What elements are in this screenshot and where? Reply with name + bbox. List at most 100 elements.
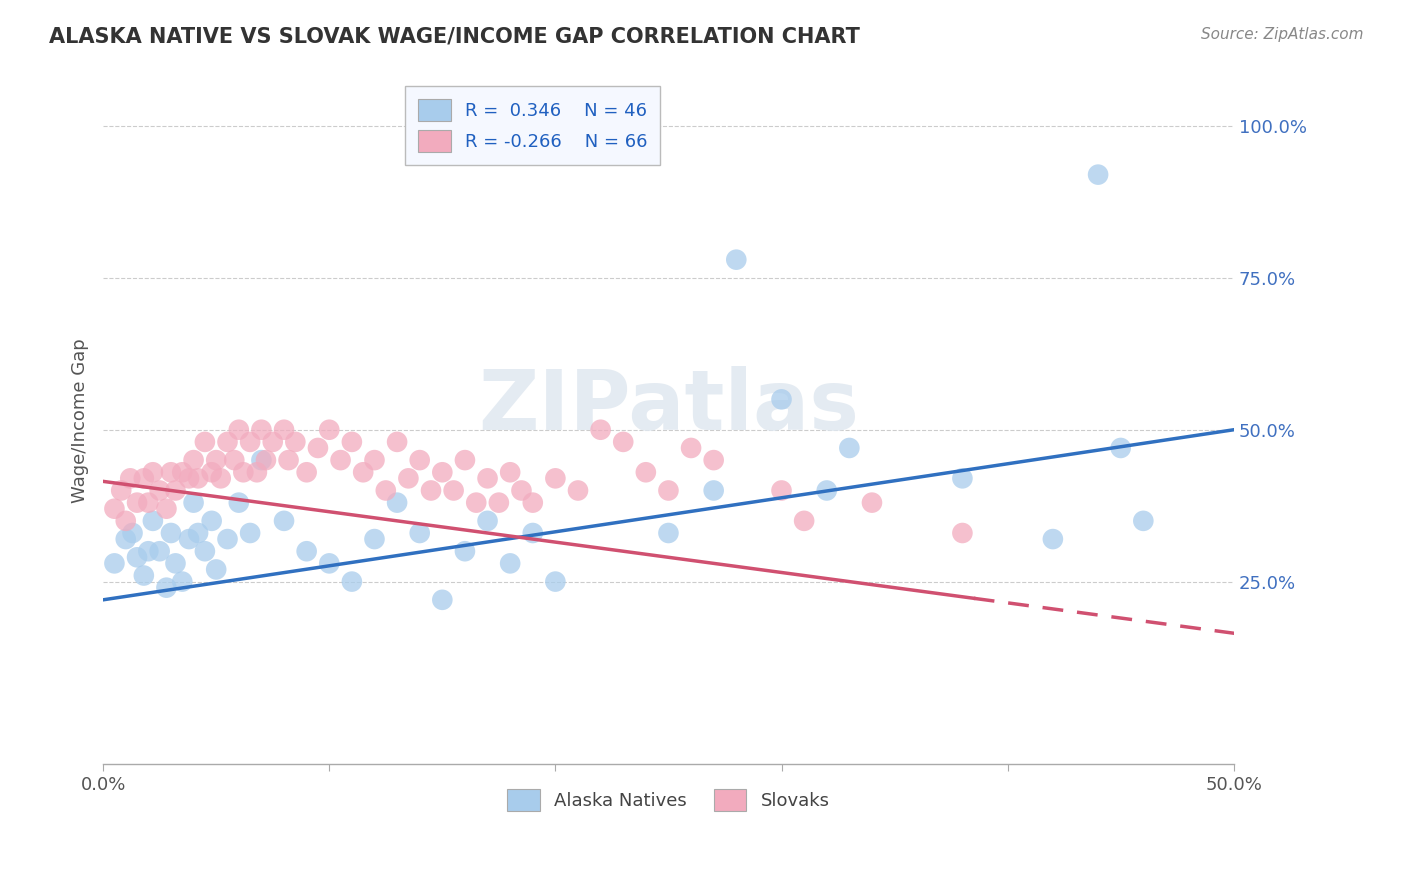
Point — [544, 574, 567, 589]
Point — [657, 483, 679, 498]
Point — [510, 483, 533, 498]
Point — [183, 453, 205, 467]
Point — [246, 465, 269, 479]
Point — [465, 495, 488, 509]
Point — [499, 557, 522, 571]
Point — [432, 465, 454, 479]
Point — [307, 441, 329, 455]
Point — [125, 495, 148, 509]
Point — [103, 501, 125, 516]
Point — [340, 574, 363, 589]
Point — [125, 550, 148, 565]
Point — [239, 526, 262, 541]
Point — [352, 465, 374, 479]
Point — [567, 483, 589, 498]
Point — [250, 453, 273, 467]
Point — [224, 453, 246, 467]
Point — [205, 453, 228, 467]
Point — [177, 471, 200, 485]
Point — [396, 471, 419, 485]
Point — [454, 453, 477, 467]
Point — [138, 544, 160, 558]
Point — [132, 568, 155, 582]
Point — [165, 483, 187, 498]
Point — [142, 514, 165, 528]
Point — [499, 465, 522, 479]
Point — [385, 434, 408, 449]
Point — [544, 471, 567, 485]
Point — [522, 495, 544, 509]
Point — [114, 532, 136, 546]
Point — [374, 483, 396, 498]
Y-axis label: Wage/Income Gap: Wage/Income Gap — [72, 338, 89, 503]
Point — [443, 483, 465, 498]
Point — [284, 434, 307, 449]
Point — [217, 532, 239, 546]
Point — [142, 465, 165, 479]
Point — [432, 592, 454, 607]
Point — [318, 557, 340, 571]
Point — [262, 434, 284, 449]
Point — [329, 453, 352, 467]
Point — [385, 495, 408, 509]
Point — [522, 526, 544, 541]
Point — [228, 495, 250, 509]
Point — [612, 434, 634, 449]
Point — [340, 434, 363, 449]
Point — [815, 483, 838, 498]
Point — [205, 562, 228, 576]
Point — [187, 526, 209, 541]
Text: ALASKA NATIVE VS SLOVAK WAGE/INCOME GAP CORRELATION CHART: ALASKA NATIVE VS SLOVAK WAGE/INCOME GAP … — [49, 27, 860, 46]
Point — [477, 514, 499, 528]
Point — [1087, 168, 1109, 182]
Point — [589, 423, 612, 437]
Point — [114, 514, 136, 528]
Point — [703, 483, 725, 498]
Point — [194, 434, 217, 449]
Point — [187, 471, 209, 485]
Point — [165, 557, 187, 571]
Point — [155, 581, 177, 595]
Point — [657, 526, 679, 541]
Point — [239, 434, 262, 449]
Point — [770, 483, 793, 498]
Point — [838, 441, 860, 455]
Point — [420, 483, 443, 498]
Point — [1132, 514, 1154, 528]
Point — [201, 465, 224, 479]
Point — [132, 471, 155, 485]
Point — [232, 465, 254, 479]
Point — [703, 453, 725, 467]
Point — [454, 544, 477, 558]
Point — [254, 453, 277, 467]
Point — [160, 526, 183, 541]
Point — [209, 471, 232, 485]
Point — [138, 495, 160, 509]
Point — [363, 532, 385, 546]
Point — [149, 483, 172, 498]
Point — [952, 471, 974, 485]
Point — [149, 544, 172, 558]
Point — [228, 423, 250, 437]
Point — [295, 465, 318, 479]
Point — [121, 526, 143, 541]
Point — [250, 423, 273, 437]
Point — [183, 495, 205, 509]
Point — [681, 441, 703, 455]
Point — [318, 423, 340, 437]
Point — [725, 252, 748, 267]
Point — [952, 526, 974, 541]
Point — [1042, 532, 1064, 546]
Point — [1109, 441, 1132, 455]
Point — [634, 465, 657, 479]
Point — [409, 453, 432, 467]
Point — [409, 526, 432, 541]
Point — [120, 471, 142, 485]
Point — [793, 514, 815, 528]
Point — [172, 465, 194, 479]
Point — [201, 514, 224, 528]
Point — [160, 465, 183, 479]
Point — [155, 501, 177, 516]
Legend: Alaska Natives, Slovaks: Alaska Natives, Slovaks — [495, 776, 842, 823]
Text: Source: ZipAtlas.com: Source: ZipAtlas.com — [1201, 27, 1364, 42]
